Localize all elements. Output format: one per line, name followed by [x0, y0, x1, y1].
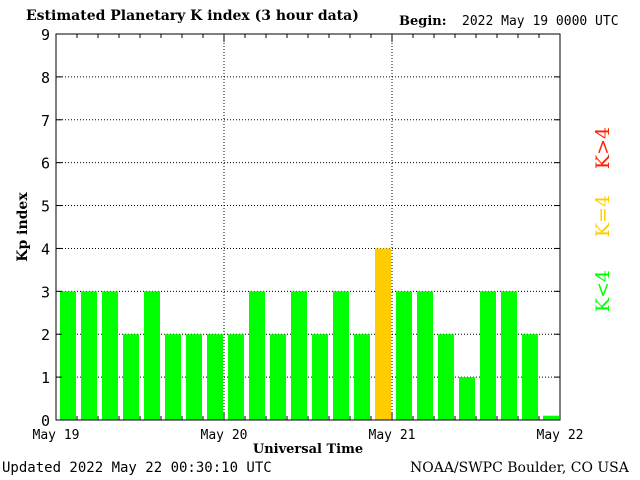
kp-bar	[270, 334, 286, 420]
kp-bar	[522, 334, 538, 420]
kp-bar	[249, 291, 265, 420]
updated-timestamp: Updated 2022 May 22 00:30:10 UTC	[2, 460, 272, 476]
x-tick-labels: May 19 May 20 May 21 May 22	[33, 428, 584, 443]
x-tick-label: May 19	[33, 428, 80, 443]
x-tick-label: May 22	[537, 428, 584, 443]
kp-bar	[165, 334, 181, 420]
kp-bar	[102, 291, 118, 420]
kp-bar	[438, 334, 454, 420]
kp-bar	[375, 248, 391, 420]
y-tick-label: 3	[41, 283, 50, 301]
kp-bar	[417, 291, 433, 420]
kp-bar	[543, 415, 559, 420]
bar-series	[60, 248, 559, 420]
y-tick-label: 1	[41, 369, 50, 387]
kp-bar	[396, 291, 412, 420]
kp-bar	[291, 291, 307, 420]
y-tick-label: 6	[41, 155, 50, 173]
kp-bar	[480, 291, 496, 420]
begin-label: Begin:	[399, 14, 447, 29]
axis-ticks	[55, 33, 561, 421]
kp-bar	[81, 291, 97, 420]
y-tick-label: 0	[41, 412, 50, 430]
kp-bar	[333, 291, 349, 420]
x-tick-label: May 21	[369, 428, 416, 443]
legend-k-equal-4: K=4	[592, 195, 614, 237]
x-tick-label: May 20	[201, 428, 248, 443]
chart-title: Estimated Planetary K index (3 hour data…	[26, 8, 359, 24]
y-tick-label: 9	[41, 26, 50, 44]
kp-bar	[312, 334, 328, 420]
legend-k-below-4: K<4	[592, 270, 614, 312]
source-credit: NOAA/SWPC Boulder, CO USA	[410, 460, 629, 476]
kp-bar	[144, 291, 160, 420]
kp-bar	[459, 377, 475, 420]
begin-value: 2022 May 19 0000 UTC	[462, 14, 619, 29]
kp-bar	[354, 334, 370, 420]
legend-k-above-4: K>4	[592, 127, 614, 169]
kp-bar	[207, 334, 223, 420]
y-tick-label: 8	[41, 69, 50, 87]
kp-bar	[228, 334, 244, 420]
y-tick-label: 4	[41, 240, 50, 258]
y-tick-labels: 0 1 2 3 4 5 6 7 8 9	[41, 26, 50, 430]
x-axis-label: Universal Time	[253, 442, 363, 457]
y-axis-label: Kp index	[15, 192, 31, 262]
kp-bar	[60, 291, 76, 420]
y-tick-label: 7	[41, 112, 50, 130]
y-tick-label: 5	[41, 198, 50, 216]
gridlines	[56, 34, 560, 420]
kp-bar	[123, 334, 139, 420]
kp-bar	[186, 334, 202, 420]
kp-bar	[501, 291, 517, 420]
y-tick-label: 2	[41, 326, 50, 344]
